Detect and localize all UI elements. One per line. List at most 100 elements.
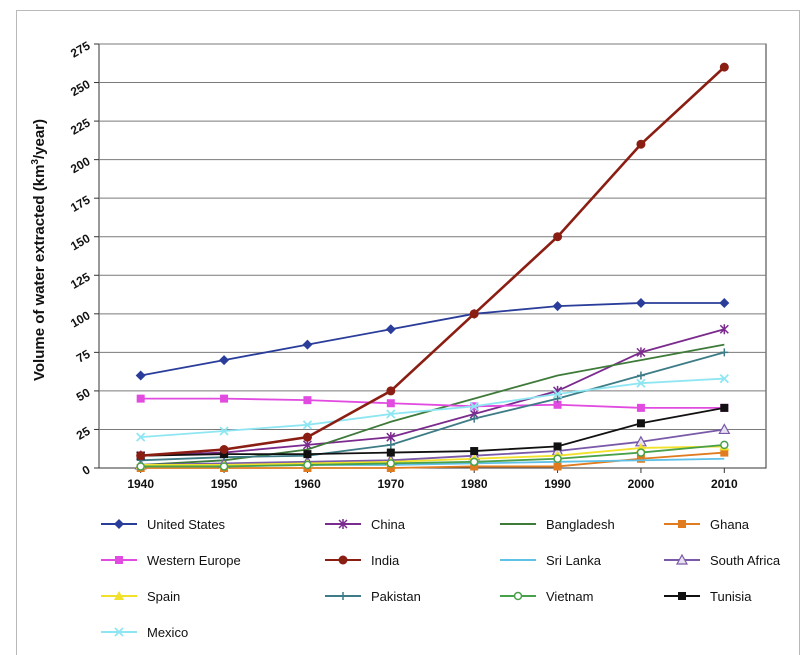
point-india <box>469 309 479 319</box>
point-vietnam <box>303 460 312 470</box>
y-tick-label: 100 <box>68 308 93 330</box>
series-vietnam <box>136 440 729 471</box>
point-united-states <box>385 324 396 335</box>
y-tick-label: 150 <box>68 231 93 253</box>
legend-swatch-marker <box>114 627 124 637</box>
point-india <box>386 386 396 396</box>
point-india <box>136 451 146 461</box>
legend-swatch-marker <box>338 555 348 565</box>
y-tick-label: 75 <box>74 347 93 366</box>
series-line-western-europe <box>140 397 725 409</box>
point-ghana <box>636 454 645 463</box>
legend-item-mexico: Mexico <box>101 625 188 640</box>
point-western-europe <box>636 403 645 412</box>
legend-label: United States <box>147 517 226 532</box>
point-china <box>636 347 646 358</box>
point-india <box>219 444 229 454</box>
x-tick-label: 1940 <box>127 477 154 491</box>
legend-item-bangladesh: Bangladesh <box>500 517 615 532</box>
legend-item-pakistan: Pakistan <box>325 589 421 604</box>
series-pakistan <box>136 348 729 465</box>
y-tick-label: 0 <box>80 462 93 478</box>
y-tick-label: 250 <box>68 77 93 99</box>
legend-swatch-marker <box>675 553 689 565</box>
series-line-china <box>140 328 725 457</box>
legend-label: Pakistan <box>371 589 421 604</box>
point-vietnam <box>469 457 479 467</box>
series-india <box>136 62 729 461</box>
series-line-pakistan <box>140 351 725 462</box>
legend-item-south-africa: South Africa <box>664 553 781 568</box>
point-pakistan <box>720 348 729 357</box>
legend-swatch-marker <box>114 519 124 529</box>
y-axis-label-end: /year) <box>31 119 48 159</box>
point-mexico <box>552 389 563 399</box>
series-mexico <box>136 373 729 442</box>
point-india <box>719 62 729 72</box>
point-tunisia <box>553 442 562 451</box>
point-tunisia <box>720 403 729 412</box>
point-tunisia <box>470 447 479 456</box>
series-line-south-africa <box>140 428 725 466</box>
point-united-states <box>552 301 563 312</box>
y-axis-ticks: 0 25 50 75 100 125 150 175 200 225 250 275 <box>68 38 99 478</box>
legend-label: South Africa <box>710 553 781 568</box>
point-china <box>386 432 396 443</box>
legend-swatch-marker <box>115 556 123 564</box>
point-south-africa <box>718 423 731 435</box>
y-tick-label: 275 <box>68 38 93 60</box>
series-line-india <box>140 66 726 457</box>
point-tunisia <box>220 450 229 459</box>
point-mexico <box>302 420 313 430</box>
point-vietnam <box>636 448 646 457</box>
point-pakistan <box>470 414 479 423</box>
point-vietnam <box>136 462 145 471</box>
point-ghana <box>553 462 562 471</box>
legend-swatch-marker <box>338 519 348 529</box>
series-line-vietnam <box>140 443 725 468</box>
legend: United States China Bangladesh Ghana Western… <box>101 517 781 640</box>
point-mexico <box>469 401 479 411</box>
point-united-states <box>135 370 146 381</box>
y-tick-label: 125 <box>68 270 93 292</box>
point-vietnam <box>553 454 562 463</box>
legend-swatch-marker <box>114 591 124 600</box>
gridlines <box>99 43 766 430</box>
legend-label: India <box>371 553 400 568</box>
legend-swatch-marker <box>678 520 686 528</box>
legend-swatch-marker <box>678 592 686 600</box>
legend-label: Bangladesh <box>546 517 615 532</box>
y-tick-label: 25 <box>74 424 93 443</box>
series-group <box>134 62 731 472</box>
legend-label: Mexico <box>147 625 188 640</box>
point-china <box>719 324 729 335</box>
point-united-states <box>302 339 313 350</box>
point-tunisia <box>303 450 312 459</box>
legend-item-sri-lanka: Sri Lanka <box>500 553 602 568</box>
point-mexico <box>636 378 646 388</box>
point-pakistan <box>386 440 395 449</box>
point-pakistan <box>553 394 562 403</box>
y-axis-label-sup: 3 <box>30 159 41 165</box>
legend-swatch-marker <box>339 592 347 600</box>
series-line-united-states <box>140 302 725 377</box>
legend-item-ghana: Ghana <box>664 517 750 532</box>
legend-label: Spain <box>147 589 180 604</box>
x-tick-label: 1950 <box>211 477 238 491</box>
legend-label: Tunisia <box>710 589 752 604</box>
legend-label: Sri Lanka <box>546 553 602 568</box>
point-vietnam <box>720 440 729 450</box>
series-line-mexico <box>140 377 725 439</box>
y-tick-label: 200 <box>68 154 93 176</box>
legend-item-spain: Spain <box>101 589 180 604</box>
legend-item-western-europe: Western Europe <box>101 553 241 568</box>
legend-item-india: India <box>325 553 400 568</box>
point-western-europe <box>303 396 312 405</box>
legend-item-china: China <box>325 517 406 532</box>
x-tick-label: 2010 <box>711 477 738 491</box>
point-tunisia <box>636 419 645 428</box>
point-mexico <box>386 409 396 419</box>
point-united-states <box>219 355 230 366</box>
point-ghana <box>386 464 395 472</box>
